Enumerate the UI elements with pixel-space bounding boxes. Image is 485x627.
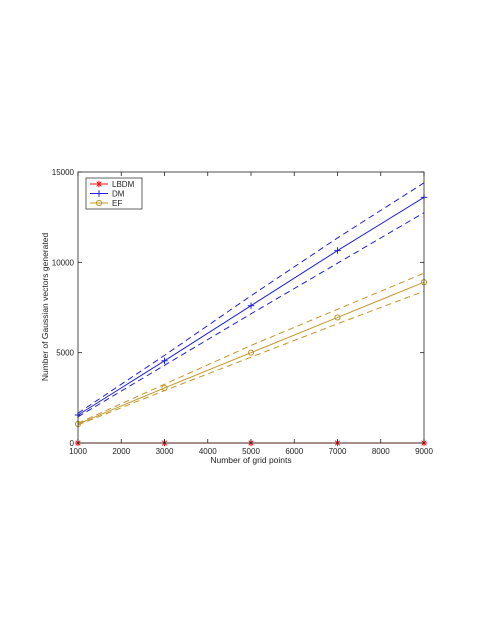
x-tick-label: 2000 (112, 447, 130, 456)
series-ef-point-4 (334, 314, 341, 321)
series-ef-point-3 (247, 349, 255, 356)
legend-marker-lbdm-d2 (96, 181, 102, 187)
x-tick-label: 8000 (372, 447, 390, 456)
x-tick-label: 5000 (242, 447, 260, 456)
legend-marker-dm (95, 190, 103, 197)
legend-entry-lbdm: LBDM (90, 180, 135, 189)
legend-label-ef: EF (112, 199, 122, 208)
y-tick-label: 15000 (52, 168, 75, 177)
series-ef-point-2-ring (161, 384, 168, 391)
series-ef-point-3-ring (247, 349, 255, 356)
x-tick-label: 9000 (415, 447, 433, 456)
legend-marker-ef-ring (95, 199, 103, 207)
legend-entry-ef: EF (90, 199, 122, 208)
legend-label-lbdm: LBDM (112, 180, 135, 189)
series-dm-point-3 (247, 302, 255, 309)
y-tick-label: 10000 (52, 258, 75, 267)
y-tick-label: 5000 (56, 349, 74, 358)
x-tick-label: 3000 (156, 447, 174, 456)
series-ef-line (77, 281, 425, 425)
series-dm-point-2 (161, 357, 168, 364)
y-tick-label: 0 (70, 439, 75, 448)
legend-marker-lbdm (95, 180, 103, 188)
series-ef-upper-bound-line (77, 272, 425, 424)
x-tick-label: 4000 (199, 447, 217, 456)
series-dm-point-4 (334, 247, 341, 254)
series-ef (74, 272, 428, 428)
x-axis-title: Number of grid points (210, 455, 291, 465)
x-tick-label: 6000 (285, 447, 303, 456)
x-tick-label: 7000 (329, 447, 347, 456)
legend-entry-dm: DM (90, 190, 125, 199)
legend-marker-ef (95, 199, 103, 207)
series-ef-point-4-ring (334, 314, 341, 321)
series-ef-point-2 (161, 384, 168, 391)
series-ef-lower-bound-line (77, 290, 425, 426)
ticks-layer: 1000 2000 3000 4000 5000 6000 7000 8000 9000 0 500… (52, 168, 434, 456)
series-dm-lower-bound-line (77, 212, 425, 418)
x-tick-label: 1000 (69, 447, 87, 456)
legend-label-dm: DM (112, 190, 125, 199)
y-axis-title: Number of Gaussian vectors generated (40, 233, 50, 382)
